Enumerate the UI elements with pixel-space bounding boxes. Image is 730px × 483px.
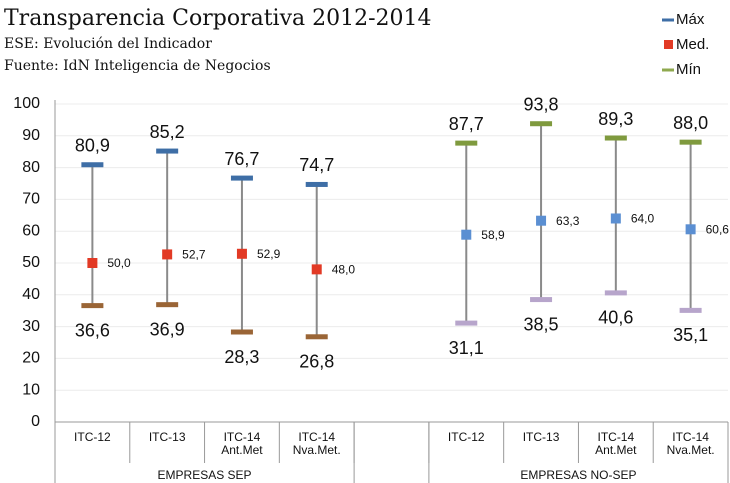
min-marker — [81, 303, 104, 309]
mean-marker — [610, 213, 621, 224]
min-label: 31,1 — [449, 338, 484, 358]
legend-label: Mín — [676, 61, 701, 78]
min-marker — [305, 334, 328, 340]
y-tick-label: 30 — [22, 318, 40, 335]
min-label: 35,1 — [673, 325, 708, 345]
max-marker — [156, 148, 179, 154]
x-tick-label: ITC-12 — [448, 430, 485, 444]
max-label: 88,0 — [673, 113, 708, 133]
x-tick-label: ITC-14 — [224, 430, 261, 444]
legend-swatch — [664, 40, 673, 49]
min-label: 36,6 — [75, 320, 110, 340]
y-tick-label: 70 — [22, 191, 40, 208]
min-marker — [679, 307, 702, 313]
max-marker — [81, 162, 104, 168]
max-marker — [604, 135, 627, 141]
mean-marker — [461, 229, 472, 240]
chart-subtitle: Fuente: IdN Inteligencia de Negocios — [4, 58, 271, 74]
min-label: 26,8 — [299, 352, 334, 372]
y-tick-label: 60 — [22, 222, 40, 239]
max-marker — [230, 175, 253, 181]
x-tick-label: Ant.Met — [221, 443, 263, 457]
group-label: EMPRESAS NO-SEP — [520, 468, 636, 482]
x-tick-label: ITC-14 — [597, 430, 634, 444]
max-marker — [455, 140, 478, 146]
mean-marker — [685, 224, 696, 235]
chart-title: Transparencia Corporativa 2012-2014 — [4, 6, 432, 31]
min-label: 40,6 — [598, 308, 633, 328]
min-label: 28,3 — [224, 347, 259, 367]
x-tick-label: Nva.Met. — [667, 443, 715, 457]
mean-marker — [87, 258, 98, 268]
mean-label: 50,0 — [107, 256, 131, 270]
max-label: 89,3 — [598, 109, 633, 129]
max-label: 74,7 — [299, 155, 334, 175]
max-label: 85,2 — [150, 122, 185, 142]
group-label: EMPRESAS SEP — [158, 468, 252, 482]
mean-marker — [162, 249, 173, 260]
mean-label: 58,9 — [481, 228, 505, 242]
x-tick-label: ITC-12 — [74, 430, 111, 444]
y-tick-label: 50 — [22, 254, 40, 271]
max-label: 80,9 — [75, 135, 110, 155]
max-label: 76,7 — [224, 149, 259, 169]
min-marker — [230, 329, 253, 335]
x-tick-label: ITC-13 — [149, 430, 186, 444]
y-tick-label: 40 — [22, 286, 40, 303]
max-marker — [530, 121, 553, 127]
y-tick-label: 0 — [31, 413, 40, 430]
legend-swatch — [662, 68, 674, 72]
y-tick-label: 80 — [22, 159, 40, 176]
legend-swatch — [662, 18, 674, 22]
max-marker — [305, 181, 328, 187]
x-tick-label: ITC-14 — [672, 430, 709, 444]
max-marker — [679, 139, 702, 145]
mean-label: 52,7 — [182, 248, 206, 262]
x-tick-label: ITC-13 — [523, 430, 560, 444]
min-marker — [530, 297, 553, 303]
x-tick-label: Nva.Met. — [293, 443, 341, 457]
legend-label: Med. — [676, 36, 709, 53]
y-tick-label: 90 — [22, 127, 40, 144]
mean-marker — [536, 215, 547, 226]
mean-label: 63,3 — [556, 214, 580, 228]
y-tick-label: 100 — [13, 95, 40, 112]
min-label: 38,5 — [524, 314, 559, 334]
min-marker — [455, 320, 478, 326]
mean-marker — [311, 264, 322, 275]
mean-label: 48,0 — [332, 263, 356, 277]
legend-label: Máx — [676, 11, 705, 28]
mean-label: 60,6 — [706, 222, 730, 236]
y-tick-label: 10 — [22, 381, 40, 398]
x-tick-label: Ant.Met — [595, 443, 637, 457]
mean-label: 64,0 — [631, 212, 655, 226]
mean-label: 52,9 — [257, 247, 281, 261]
min-marker — [156, 302, 179, 308]
y-tick-label: 20 — [22, 350, 40, 367]
mean-marker — [236, 248, 247, 259]
max-label: 87,7 — [449, 114, 484, 134]
min-label: 36,9 — [150, 319, 185, 339]
min-marker — [604, 290, 627, 296]
x-tick-label: ITC-14 — [298, 430, 335, 444]
chart-subtitle: ESE: Evolución del Indicador — [4, 36, 212, 52]
max-label: 93,8 — [524, 94, 559, 114]
